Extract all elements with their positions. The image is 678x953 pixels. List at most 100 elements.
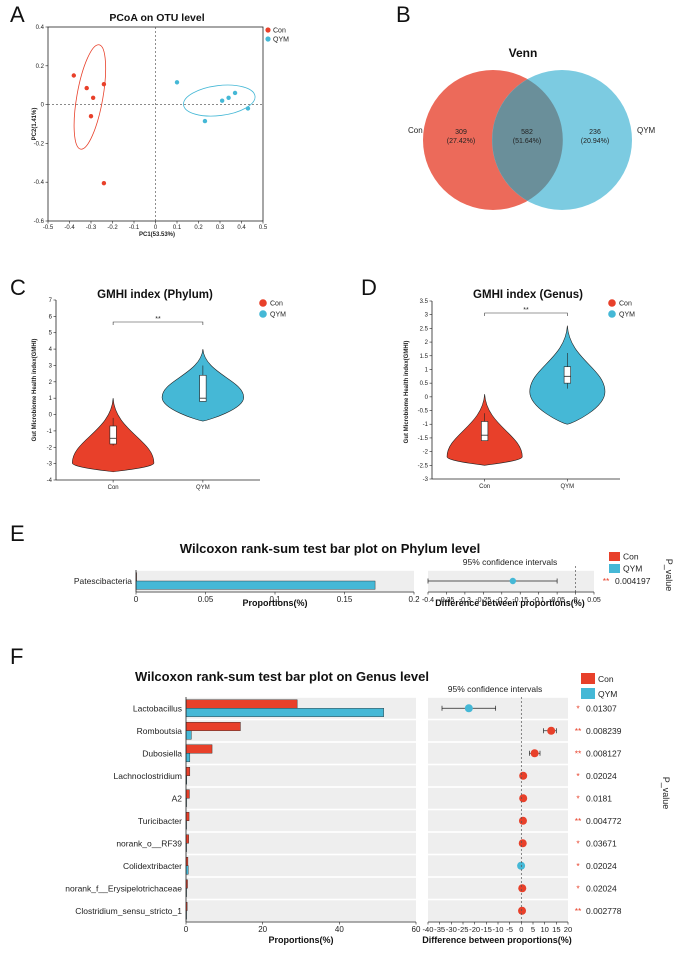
phylum-bar-qym [135,580,376,590]
gmhi-genus-y-tick-label: 2 [425,340,429,346]
gmhi-phylum-legend-con-marker [259,299,267,307]
venn-qym-only: 236 [589,129,601,136]
gmhi-genus-legend-con-marker [608,299,616,307]
genus-pvalue: 0.0181 [586,793,612,803]
pcoa-x-tick-label: -0.2 [107,225,118,231]
genus-wilcoxon-chart: Wilcoxon rank-sum test bar plot on Genus… [65,669,671,945]
genus-legend-qym-marker [581,688,595,699]
phylum-difference-label: Difference between proportions(%) [435,598,585,608]
gmhi-genus-y-tick-label: 1 [425,367,429,373]
genus-legend-con: Con [598,674,614,684]
pcoa-title: PCoA on OTU level [109,12,204,24]
genus-category-label: Clostridium_sensu_stricto_1 [75,906,182,916]
gmhi-phylum-ylabel: Gut Microbiome Health index(GMHI) [32,339,38,442]
phylum-legend-con: Con [623,552,639,562]
venn-overlap-pct: (51.64%) [513,138,541,145]
phylum-ci-x-tick-label: -0.35 [438,597,454,604]
venn-label-con: Con [408,126,423,135]
pcoa-x-tick-label: -0.3 [86,225,97,231]
genus-pvalue: 0.02024 [586,771,617,781]
genus-ci-point [519,771,528,780]
genus-category-label: Romboutsia [137,726,183,736]
genus-pvalue: 0.008239 [586,726,622,736]
phylum-ci-x-tick-label: -0.3 [459,597,471,604]
genus-row-band [186,832,416,854]
pcoa-point-con [90,95,96,101]
venn-diagram: Venn Con QYM 309 (27.42%) 582 (51.64%) 2… [408,46,656,210]
genus-pvalue: 0.03671 [586,838,617,848]
phylum-wilcoxon-title: Wilcoxon rank-sum test bar plot on Phylu… [180,541,480,556]
pcoa-xlabel: PC1(53.53%) [139,232,175,238]
pcoa-point-con [88,114,94,119]
genus-ci-row-band [428,810,568,832]
venn-con-only: 309 [455,129,467,136]
genus-ci-point [518,816,527,825]
genus-ci-point [530,749,539,758]
genus-ci-row-band [428,765,568,787]
genus-bar-con [185,699,298,709]
phylum-significance-stars: ** [603,576,610,586]
genus-ci-row-band [428,720,568,742]
pcoa-ylabel: PC2(1.41%) [32,108,38,141]
gmhi-phylum-y-tick-label: 4 [49,347,53,353]
phylum-legend-con-marker [609,552,620,561]
pcoa-point-qym [202,118,208,124]
pcoa-x-tick-label: 0.3 [216,225,225,231]
genus-ci-row-band [428,877,568,899]
genus-ci-x-tick-label: -15 [481,925,492,934]
genus-bar-con [185,834,189,844]
pcoa-x-tick-label: 0.2 [194,225,203,231]
phylum-ci-x-tick-label: -0.15 [512,597,528,604]
gmhi-genus-x-tick-label: Con [479,484,490,490]
phylum-ci-x-tick-label: -0.05 [549,597,565,604]
genus-row-band [186,720,416,742]
gmhi-phylum-y-tick-label: -3 [47,462,53,468]
gmhi-genus-y-tick-label: -1 [423,422,429,428]
phylum-ci-x-tick-label: -0.1 [533,597,545,604]
pcoa-y-tick-label: 0.4 [36,25,45,31]
phylum-wilcoxon-chart: Wilcoxon rank-sum test bar plot on Phylu… [74,541,674,608]
genus-difference-label: Difference between proportions(%) [422,935,572,945]
gmhi-phylum-y-tick-label: 0 [49,413,53,419]
phylum-x-tick-label: 0.2 [408,595,420,604]
pcoa-x-tick-label: 0.4 [237,225,246,231]
genus-ci-row-band [428,855,568,877]
pcoa-point-con [84,85,89,91]
genus-category-label: Lachnoclostridium [113,771,182,781]
genus-proportions-label: Proportions(%) [269,935,334,945]
genus-ci-x-tick-label: -30 [446,925,457,934]
venn-overlap-count: 582 [521,129,533,136]
genus-ci-point [518,839,527,848]
gmhi-genus-y-tick-label: -3 [423,477,429,483]
gmhi-genus-title: GMHI index (Genus) [473,289,583,301]
pcoa-point-qym [219,98,225,103]
phylum-x-tick-label: 0.05 [198,595,214,604]
gmhi-phylum-y-tick-label: 1 [49,396,53,402]
genus-pvalue: 0.004772 [586,816,622,826]
gmhi-genus-legend-con: Con [619,301,632,308]
panel-letter-b: B [396,2,411,27]
phylum-legend-qym-marker [609,564,620,573]
gmhi-genus-y-tick-label: 3.5 [420,299,429,305]
genus-pvalue: 0.008127 [586,748,622,758]
gmhi-phylum-y-tick-label: -1 [47,429,53,435]
genus-ci-x-tick-label: 15 [552,925,560,934]
genus-row-band [186,855,416,877]
genus-row-band [186,810,416,832]
phylum-pvalue-label: P_value [664,559,674,592]
genus-ci-x-tick-label: 0 [519,925,523,934]
pcoa-y-tick-label: -0.4 [34,180,45,186]
genus-ci-point [547,726,556,735]
pcoa-chart: PCoA on OTU level PC1(53.53%) PC2(1.41%)… [32,12,289,238]
panel-letter-f: F [10,644,23,669]
genus-row-band [186,877,416,899]
phylum-x-tick-label: 0 [134,595,139,604]
gmhi-phylum-y-tick-label: -2 [47,445,53,451]
gmhi-genus-x-tick-label: QYM [561,484,575,490]
genus-legend-con-marker [581,673,595,684]
gmhi-phylum-x-tick-label: Con [108,485,119,491]
genus-pvalue: 0.002778 [586,906,622,916]
pcoa-x-tick-label: -0.4 [64,225,75,231]
phylum-category-label: Patescibacteria [74,576,132,586]
gmhi-phylum-box-con [109,425,117,445]
